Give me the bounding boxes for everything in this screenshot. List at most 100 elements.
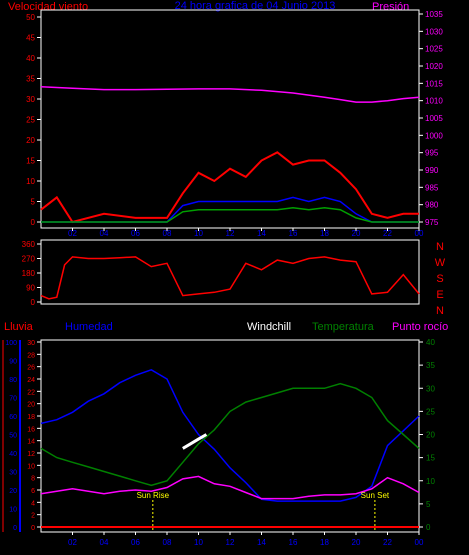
x-tick-label: 04	[100, 538, 109, 547]
x-tick-label: 08	[163, 538, 172, 547]
series-line-gust	[40, 151, 419, 224]
series-line-temperatura	[40, 382, 420, 487]
right-tick-label: 990	[425, 166, 439, 175]
direction-tick-label: 180	[22, 269, 36, 278]
wind-speed-label: Velocidad viento	[8, 1, 88, 13]
dewpoint-tick-label: 18	[27, 414, 35, 421]
dewpoint-tick-label: 24	[27, 377, 35, 384]
dewpoint-tick-label: 10	[27, 463, 35, 470]
series-line-speed	[41, 206, 419, 223]
right-tick-label: 1010	[425, 97, 443, 106]
left-tick-label: 45	[26, 34, 35, 43]
chart-title: 24 hora grafica de 04 Junio 2013	[175, 0, 336, 12]
series-line-presión	[40, 86, 420, 103]
x-tick-label: 06	[131, 538, 140, 547]
left-tick-label: 25	[26, 116, 35, 125]
series-line-humedad	[40, 368, 420, 502]
left-tick-label: 15	[26, 157, 35, 166]
left-tick-label: 10	[26, 177, 35, 186]
right-tick-label: 1035	[425, 10, 443, 19]
humidity-tick-label: 80	[9, 377, 17, 384]
temperature-tick-label: 0	[426, 523, 431, 532]
x-tick-label: 18	[320, 538, 329, 547]
wind-pressure-panel: 24 hora grafica de 04 Junio 2013 Velocid…	[8, 0, 443, 238]
left-tick-label: 35	[26, 75, 35, 84]
x-tick-label: 00	[415, 538, 424, 547]
dewpoint-tick-label: 16	[27, 426, 35, 433]
left-tick-label: 50	[26, 13, 35, 22]
humidity-tick-label: 20	[9, 488, 17, 495]
right-tick-label: 985	[425, 183, 439, 192]
x-tick-label: 02	[68, 229, 77, 238]
dewpoint-tick-label: 22	[27, 389, 35, 396]
compass-label: E	[436, 289, 443, 301]
x-tick-label: 22	[383, 538, 392, 547]
dewpoint-tick-label: 0	[31, 525, 35, 532]
temperature-label: Temperatura	[312, 321, 375, 333]
humidity-tick-label: 70	[9, 396, 17, 403]
dewpoint-tick-label: 8	[31, 476, 35, 483]
compass-label: S	[436, 273, 443, 285]
dewpoint-tick-label: 6	[31, 488, 35, 495]
x-tick-label: 10	[194, 229, 203, 238]
dewpoint-tick-label: 12	[27, 451, 35, 458]
temperature-tick-label: 15	[426, 454, 435, 463]
temperature-tick-label: 30	[426, 384, 435, 393]
left-tick-label: 20	[26, 136, 35, 145]
compass-label: W	[435, 257, 446, 269]
left-tick-label: 5	[31, 198, 36, 207]
series-line-average	[41, 196, 419, 223]
right-tick-label: 1025	[425, 45, 443, 54]
humidity-temp-panel: Lluvia Humedad Windchill Temperatura Pun…	[2, 321, 448, 547]
temperature-tick-label: 10	[426, 477, 435, 486]
x-tick-label: 02	[68, 538, 77, 547]
direction-tick-label: 90	[26, 284, 35, 293]
dewpoint-tick-label: 28	[27, 352, 35, 359]
windchill-label: Windchill	[247, 321, 291, 333]
temperature-tick-label: 35	[426, 361, 435, 370]
dewpoint-tick-label: 30	[27, 340, 35, 347]
right-tick-label: 975	[425, 218, 439, 227]
pressure-label: Presión	[372, 1, 409, 13]
x-tick-label: 18	[320, 229, 329, 238]
direction-tick-label: 270	[22, 255, 36, 264]
humidity-tick-label: 40	[9, 451, 17, 458]
compass-label: N	[436, 305, 444, 317]
x-tick-label: 10	[194, 538, 203, 547]
x-tick-label: 16	[289, 538, 298, 547]
dewpoint-tick-label: 2	[31, 513, 35, 520]
x-tick-label: 04	[100, 229, 109, 238]
dewpoint-tick-label: 4	[31, 500, 35, 507]
x-tick-label: 20	[352, 538, 361, 547]
x-tick-label: 00	[415, 229, 424, 238]
humidity-tick-label: 100	[5, 340, 17, 347]
direction-tick-label: 0	[31, 298, 36, 307]
x-tick-label: 06	[131, 229, 140, 238]
right-tick-label: 1020	[425, 62, 443, 71]
humidity-label: Humedad	[65, 321, 113, 333]
humidity-tick-label: 50	[9, 433, 17, 440]
dewpoint-label: Punto rocío	[392, 321, 448, 333]
left-tick-label: 40	[26, 54, 35, 63]
right-tick-label: 1000	[425, 131, 443, 140]
humidity-tick-label: 10	[9, 507, 17, 514]
humidity-tick-label: 0	[13, 525, 17, 532]
x-tick-label: 14	[257, 229, 266, 238]
humidity-tick-label: 30	[9, 470, 17, 477]
x-tick-label: 16	[289, 229, 298, 238]
rain-label: Lluvia	[4, 321, 34, 333]
right-tick-label: 995	[425, 149, 439, 158]
right-tick-label: 1005	[425, 114, 443, 123]
series-line-direction	[40, 256, 420, 300]
right-tick-label: 1030	[425, 27, 443, 36]
humidity-tick-label: 90	[9, 359, 17, 366]
temperature-tick-label: 5	[426, 500, 431, 509]
direction-plot-frame	[40, 239, 420, 305]
right-tick-label: 980	[425, 201, 439, 210]
compass-label: N	[436, 241, 444, 253]
temperature-tick-label: 20	[426, 431, 435, 440]
temperature-tick-label: 40	[426, 338, 435, 347]
dewpoint-tick-label: 14	[27, 439, 35, 446]
